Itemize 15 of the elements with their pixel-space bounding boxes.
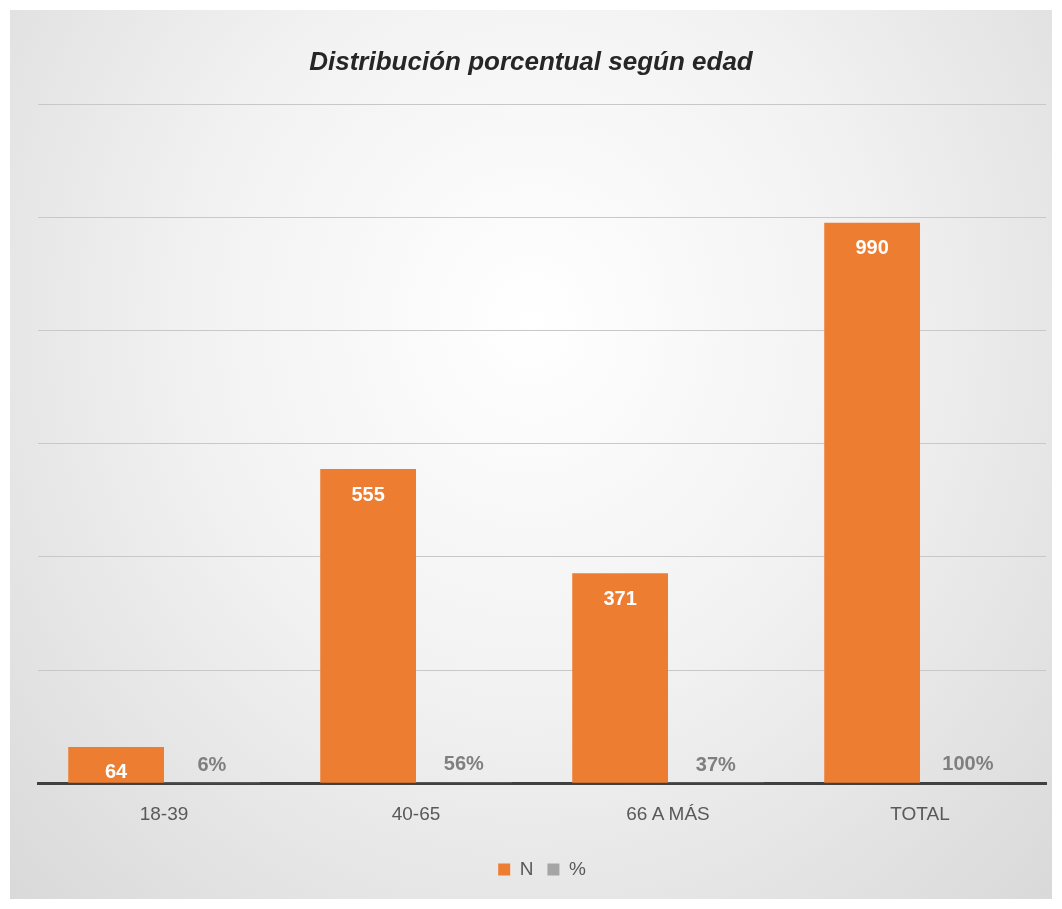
legend-label: N (519, 857, 534, 879)
x-tick-label: 18-39 (139, 802, 189, 824)
chart-title: Distribución porcentual según edad (308, 46, 754, 77)
data-label: 371 (603, 586, 637, 609)
data-label: 555 (351, 482, 385, 505)
x-tick-label: 66 A MÁS (626, 802, 710, 824)
data-label: 100% (942, 752, 994, 775)
data-label: 37% (695, 752, 737, 775)
x-tick-label: 40-65 (391, 802, 441, 824)
data-label: 990 (855, 236, 889, 259)
data-label: 56% (443, 752, 485, 775)
data-label: 6% (197, 752, 227, 775)
x-tick-label: TOTAL (890, 802, 950, 824)
legend-label: % (568, 857, 586, 879)
data-label: 64 (105, 760, 129, 783)
